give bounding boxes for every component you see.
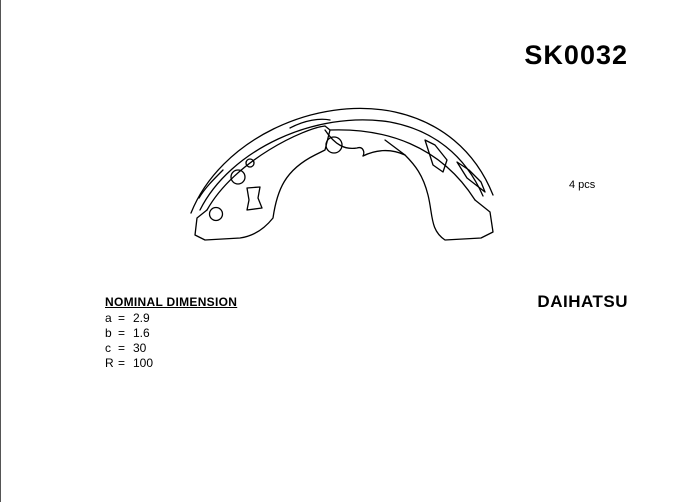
left-slot (246, 186, 263, 211)
dimension-row-r: R = 100 (105, 356, 237, 371)
lining-inner-arc (199, 119, 484, 211)
left-hook (198, 169, 224, 199)
rivet-detail (289, 118, 331, 129)
dimension-row-b: b = 1.6 (105, 326, 237, 341)
dimension-equals: = (118, 326, 126, 340)
shoe-web-right (384, 139, 494, 241)
dimension-equals: = (118, 311, 126, 325)
part-number: SK0032 (524, 40, 628, 70)
dimension-key: a (105, 311, 112, 325)
dimension-key: R (105, 356, 114, 370)
dimension-value: 30 (133, 341, 147, 355)
brake-shoe-drawing (190, 107, 494, 241)
dimension-value: 2.9 (133, 311, 150, 325)
dimension-row-c: c = 30 (105, 341, 237, 356)
hole-medium (230, 169, 246, 185)
dimension-value: 1.6 (133, 326, 150, 340)
dimension-equals: = (118, 341, 126, 355)
center-notch (324, 129, 365, 157)
hole-small (245, 158, 255, 168)
nominal-dimension-title: NOMINAL DIMENSION (105, 295, 238, 309)
shoe-web-left (194, 129, 331, 241)
dimension-row-a: a = 2.9 (105, 311, 237, 326)
dimension-key: c (105, 341, 111, 355)
dimension-value: 100 (133, 356, 154, 370)
inner-detail (362, 149, 406, 157)
page-left-border (0, 0, 1, 502)
nominal-dimension-block: NOMINAL DIMENSION a = 2.9 b = 1.6 c = 30 R = 100 (105, 295, 237, 371)
dimension-equals: = (118, 356, 126, 370)
hole-left-bottom (208, 206, 224, 222)
right-tab-upper (424, 139, 448, 173)
dimension-key: b (105, 326, 112, 340)
lining-outer-arc (190, 107, 494, 214)
hole-large (325, 136, 343, 154)
brand-label: DAIHATSU (537, 292, 628, 311)
quantity-label: 4 pcs (569, 179, 596, 191)
right-tab-lower (456, 161, 486, 193)
